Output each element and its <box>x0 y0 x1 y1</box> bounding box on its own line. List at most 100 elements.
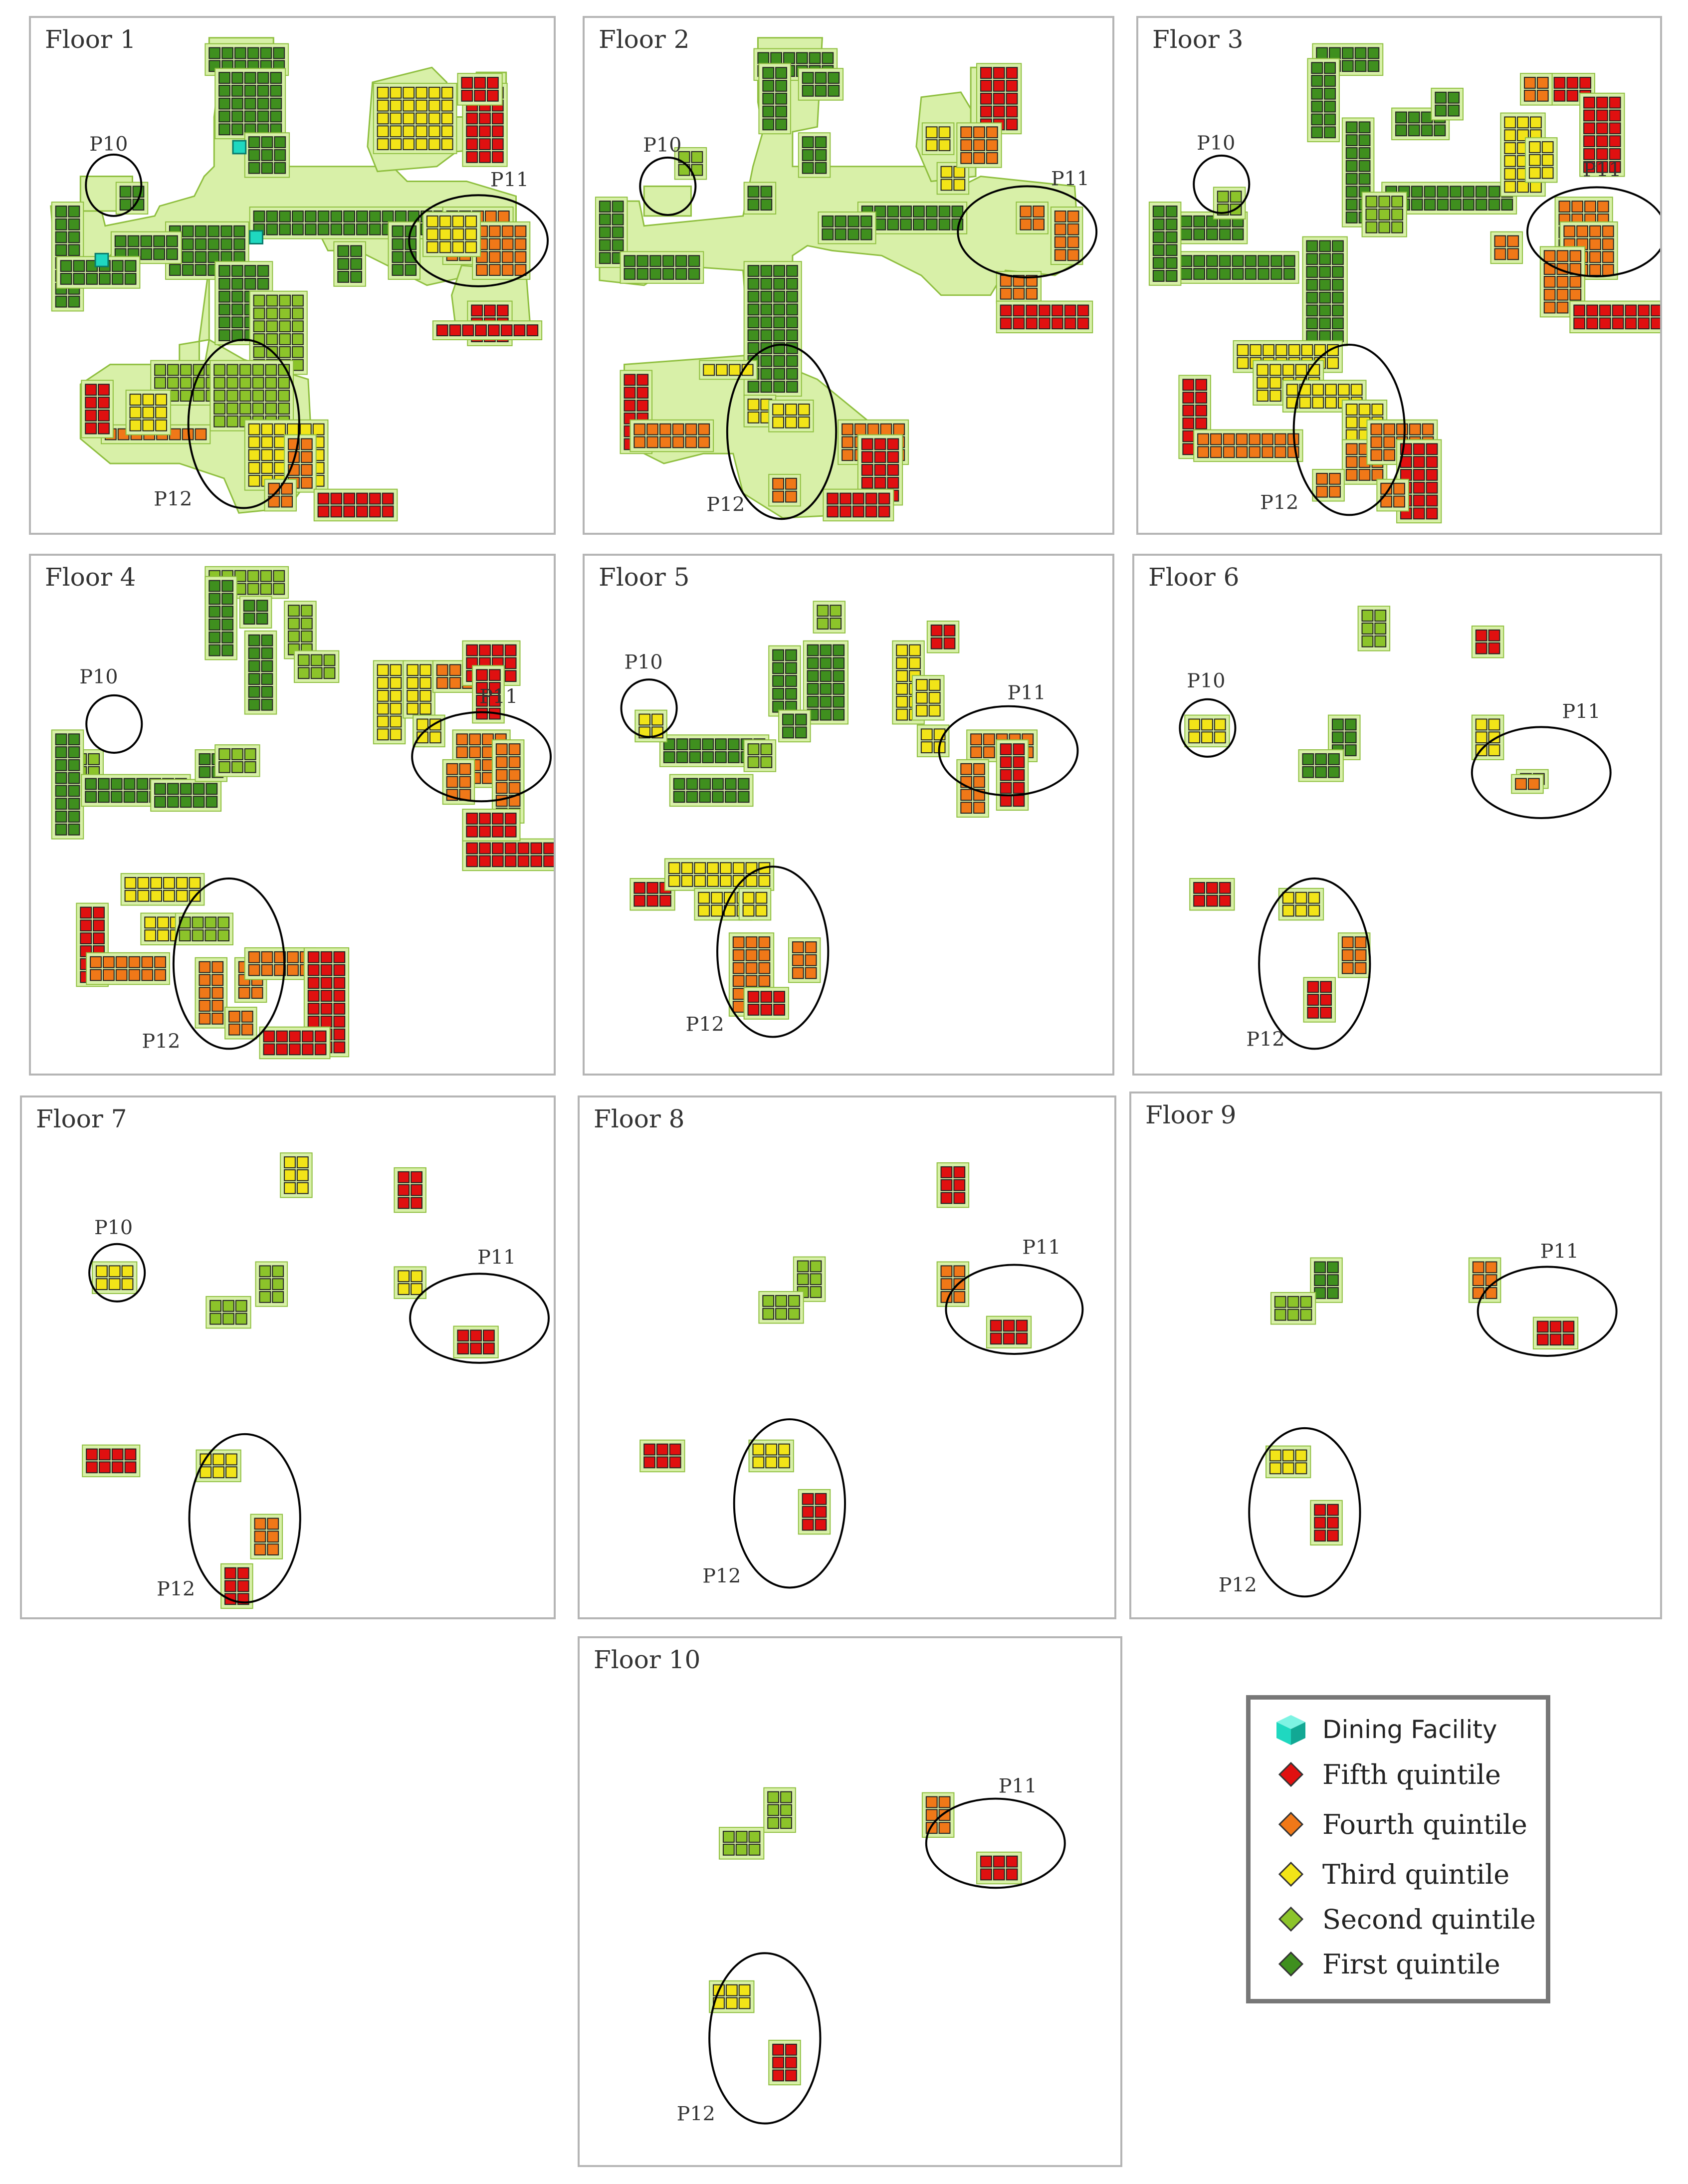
unit-marker-fifth <box>887 476 899 489</box>
unit-marker-first <box>167 796 179 808</box>
unit-marker-fourth <box>1020 206 1032 218</box>
unit-marker-fifth <box>1077 304 1089 317</box>
unit-marker-fifth <box>461 77 473 89</box>
unit-marker-fifth <box>1609 161 1621 173</box>
unit-marker-fourth <box>940 1265 953 1278</box>
building-footprint <box>643 185 692 217</box>
p10-circle <box>620 678 678 738</box>
unit-marker-third <box>452 241 464 253</box>
unit-marker-second <box>259 1278 271 1291</box>
unit-marker-first <box>712 778 724 790</box>
unit-marker-first <box>55 823 67 836</box>
floor-title: Floor 4 <box>45 563 136 592</box>
unit-markers <box>639 1162 1032 1535</box>
floor-title: Floor 3 <box>1152 25 1244 54</box>
unit-marker-fourth <box>281 495 293 508</box>
unit-marker-third <box>142 419 155 432</box>
unit-marker-fifth <box>479 825 491 838</box>
unit-marker-fifth <box>980 80 992 92</box>
unit-marker-third <box>150 877 163 889</box>
unit-marker-first <box>233 225 245 237</box>
unit-marker-fourth <box>953 1265 966 1278</box>
unit-marker-first <box>820 644 832 656</box>
unit-marker-fourth <box>1558 201 1571 213</box>
unit-marker-third <box>747 399 760 411</box>
unit-marker-first <box>261 685 273 698</box>
unit-marker-third <box>390 728 402 741</box>
unit-marker-third <box>390 112 402 125</box>
unit-marker-third <box>142 406 155 419</box>
dining-facility-icon <box>94 252 109 267</box>
unit-marker-third <box>261 436 273 448</box>
unit-marker-fifth <box>980 105 992 118</box>
unit-marker-fifth <box>263 1043 275 1056</box>
unit-marker-fifth <box>457 1329 469 1342</box>
unit-marker-first <box>599 201 611 213</box>
unit-marker-first <box>68 772 80 784</box>
unit-marker-fifth <box>802 1519 814 1531</box>
unit-marker-third <box>212 1466 224 1479</box>
unit-marker-first <box>624 255 636 267</box>
unit-marker-first <box>317 223 330 235</box>
unit-marker-fourth <box>973 152 985 164</box>
unit-marker-first <box>395 211 407 222</box>
unit-marker-fifth <box>1000 743 1012 755</box>
unit-marker-fifth <box>398 1197 410 1209</box>
unit-marker-first <box>662 255 674 267</box>
unit-marker-fifth <box>1475 642 1487 655</box>
unit-marker-first <box>807 670 819 682</box>
unit-marker-second <box>260 570 272 582</box>
unit-marker-third <box>1201 731 1213 744</box>
p11-circle <box>957 185 1098 278</box>
unit-marker-third <box>668 862 680 874</box>
unit-marker-fourth <box>745 949 758 961</box>
unit-marker-fifth <box>411 1184 422 1196</box>
unit-marker-first <box>1232 255 1244 267</box>
unit-marker-third <box>426 228 438 240</box>
unit-marker-fifth <box>1562 1320 1575 1333</box>
unit-marker-fifth <box>760 1004 773 1016</box>
unit-marker-first <box>1306 278 1318 291</box>
unit-marker-fourth <box>300 476 313 489</box>
unit-marker-third <box>441 86 453 99</box>
unit-marker-third <box>163 877 175 889</box>
unit-marker-third <box>772 404 784 416</box>
unit-marker-fifth <box>530 855 543 868</box>
unit-marker-first <box>1193 228 1206 240</box>
unit-marker-second <box>218 761 230 773</box>
unit-marker-first <box>760 381 773 393</box>
unit-marker-fourth <box>1494 235 1506 247</box>
unit-marker-first <box>382 211 394 222</box>
unit-marker-third <box>772 416 784 429</box>
unit-marker-fourth <box>983 733 995 746</box>
unit-marker-fifth <box>301 1030 314 1043</box>
unit-marker-fifth <box>466 825 478 838</box>
unit-marker-fifth <box>840 505 851 518</box>
unit-marker-first <box>786 290 798 303</box>
unit-marker-third <box>1488 718 1500 731</box>
unit-marker-first <box>127 235 140 247</box>
unit-marker-first <box>1332 266 1344 278</box>
unit-marker-first <box>785 687 797 700</box>
unit-marker-first <box>802 149 814 161</box>
unit-marker-second <box>1361 610 1374 622</box>
unit-marker-second <box>1391 221 1403 233</box>
unit-marker-first <box>675 268 687 280</box>
unit-marker-fourth <box>508 743 521 755</box>
unit-marker-second <box>265 377 277 389</box>
unit-marker-third <box>698 891 710 904</box>
unit-marker-second <box>1300 1309 1312 1321</box>
unit-marker-first <box>166 248 178 260</box>
p10-label: P10 <box>1197 132 1235 155</box>
unit-marker-first <box>260 47 272 59</box>
unit-marker-first <box>1344 718 1357 731</box>
unit-marker-first <box>244 84 256 97</box>
unit-marker-third <box>155 406 167 419</box>
unit-marker-second <box>323 654 336 666</box>
unit-marker-second <box>266 294 278 307</box>
p11-circle <box>1471 726 1612 819</box>
unit-marker-fourth <box>1543 275 1556 288</box>
unit-marker-fourth <box>646 436 658 448</box>
unit-marker-second <box>748 1843 761 1856</box>
unit-marker-fifth <box>1006 118 1018 131</box>
